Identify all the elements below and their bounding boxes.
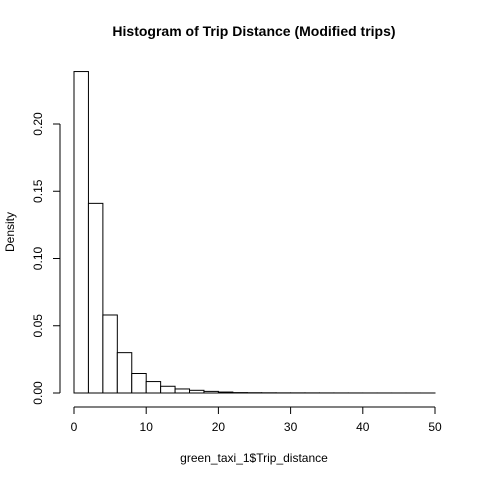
histogram-bar-3: [116, 352, 133, 394]
x-axis: 0 10 20 30 40 50: [71, 406, 442, 434]
x-tick-label-5: 50: [428, 420, 442, 434]
histogram-bar-7: [174, 388, 191, 394]
histogram-bar-2: [102, 314, 118, 394]
histogram-bar-9: [203, 390, 219, 394]
x-tick-label-4: 40: [356, 420, 370, 434]
x-tick-label-2: 20: [212, 420, 226, 434]
histogram-bar-6: [160, 385, 176, 394]
histogram-bar-0: [73, 71, 89, 394]
y-tick-label-2: 0.10: [31, 246, 45, 270]
histogram-bar-1: [87, 202, 104, 394]
y-axis: 0.00 0.05 0.10 0.15 0.20: [31, 112, 61, 405]
y-tick-label-3: 0.15: [31, 179, 45, 203]
x-tick-label-1: 10: [140, 420, 154, 434]
histogram-bar-8: [189, 389, 205, 394]
y-tick-label-4: 0.20: [31, 112, 45, 136]
y-axis-label: Density: [3, 212, 17, 252]
x-tick-label-0: 0: [71, 420, 78, 434]
x-axis-label: green_taxi_1$Trip_distance: [180, 451, 328, 465]
y-tick-label-1: 0.05: [31, 314, 45, 338]
x-tick-label-3: 30: [284, 420, 298, 434]
histogram-bar-10: [217, 391, 234, 394]
y-tick-label-0: 0.00: [31, 381, 45, 405]
histogram-bars: [73, 71, 436, 394]
chart-title: Histogram of Trip Distance (Modified tri…: [112, 23, 395, 39]
histogram-bar-5: [145, 381, 162, 394]
histogram-bar-4: [131, 373, 147, 394]
